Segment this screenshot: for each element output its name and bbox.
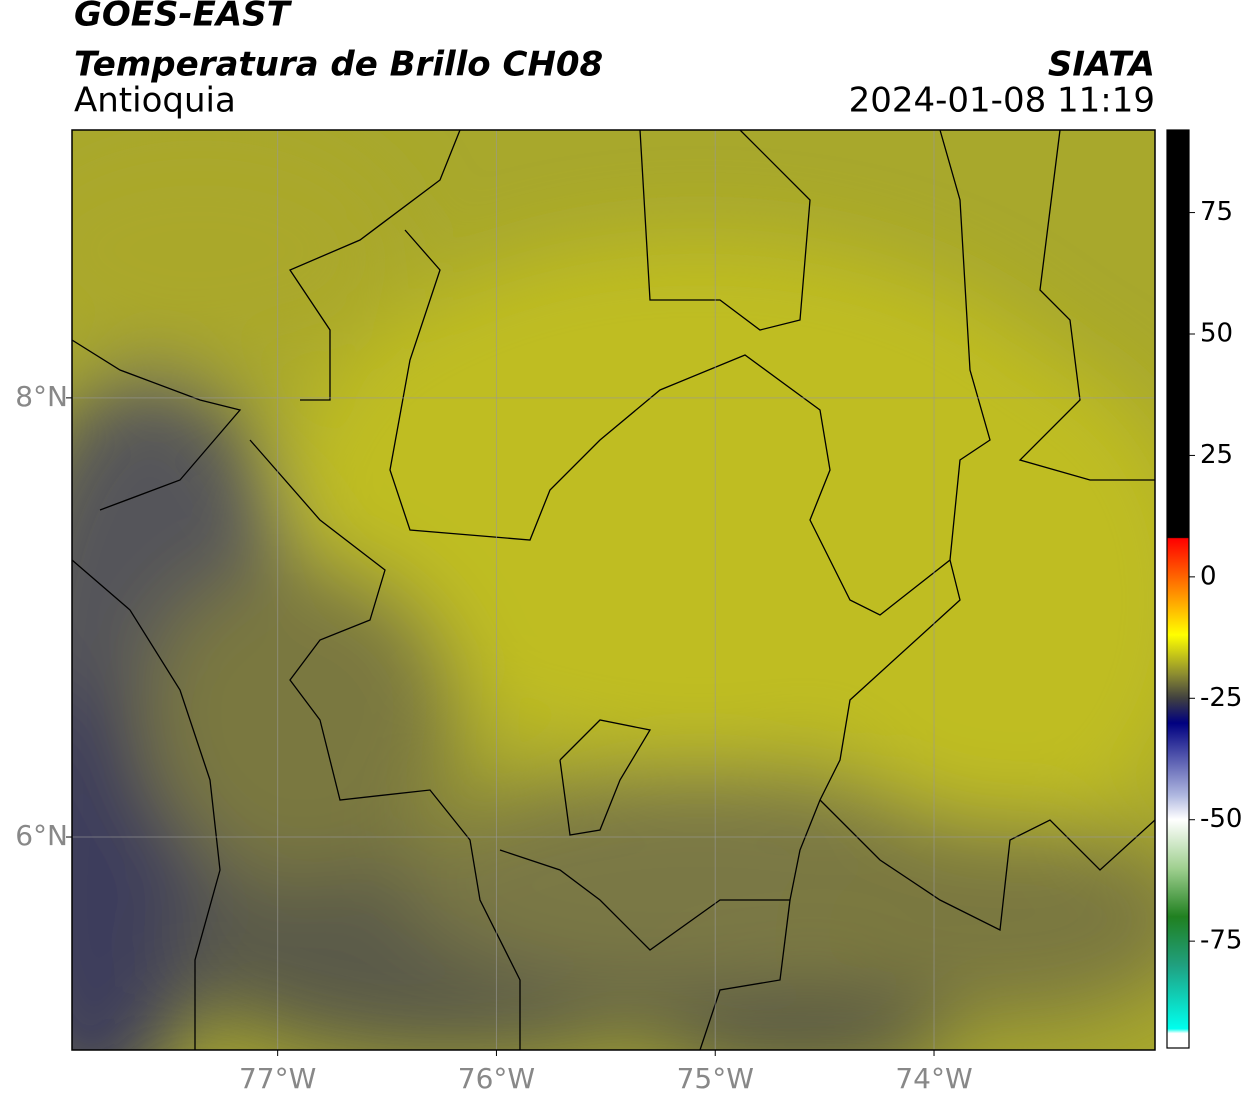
lat-tick-label: 8°N xyxy=(15,380,68,413)
graticule xyxy=(72,130,1155,1050)
colorbar-tick-label: 25 xyxy=(1200,440,1233,470)
subtitle: Temperatura de Brillo CH08 xyxy=(74,45,603,85)
map-frame xyxy=(71,129,1156,1051)
colorbar-tick-label: -25 xyxy=(1200,683,1242,713)
timestamp: 2024-01-08 11:19 xyxy=(849,81,1155,121)
colorbar-tick-label: -75 xyxy=(1200,926,1242,956)
colorbar-tick-label: 50 xyxy=(1200,319,1233,349)
lon-tick-label: 77°W xyxy=(239,1062,316,1095)
title: GOES-EAST xyxy=(74,0,293,35)
colorbar-tick-label: -50 xyxy=(1200,804,1242,834)
lat-tick-label: 6°N xyxy=(15,819,68,852)
colorbar xyxy=(1166,129,1190,1049)
region: Antioquia xyxy=(74,81,236,121)
lon-tick-label: 76°W xyxy=(458,1062,535,1095)
lon-tick-label: 75°W xyxy=(677,1062,754,1095)
colorbar-tick-label: 75 xyxy=(1200,197,1233,227)
source: SIATA xyxy=(1048,45,1155,85)
colorbar-tick-label: 0 xyxy=(1200,561,1217,591)
lon-tick-label: 74°W xyxy=(895,1062,972,1095)
satellite-field xyxy=(72,130,1155,1050)
